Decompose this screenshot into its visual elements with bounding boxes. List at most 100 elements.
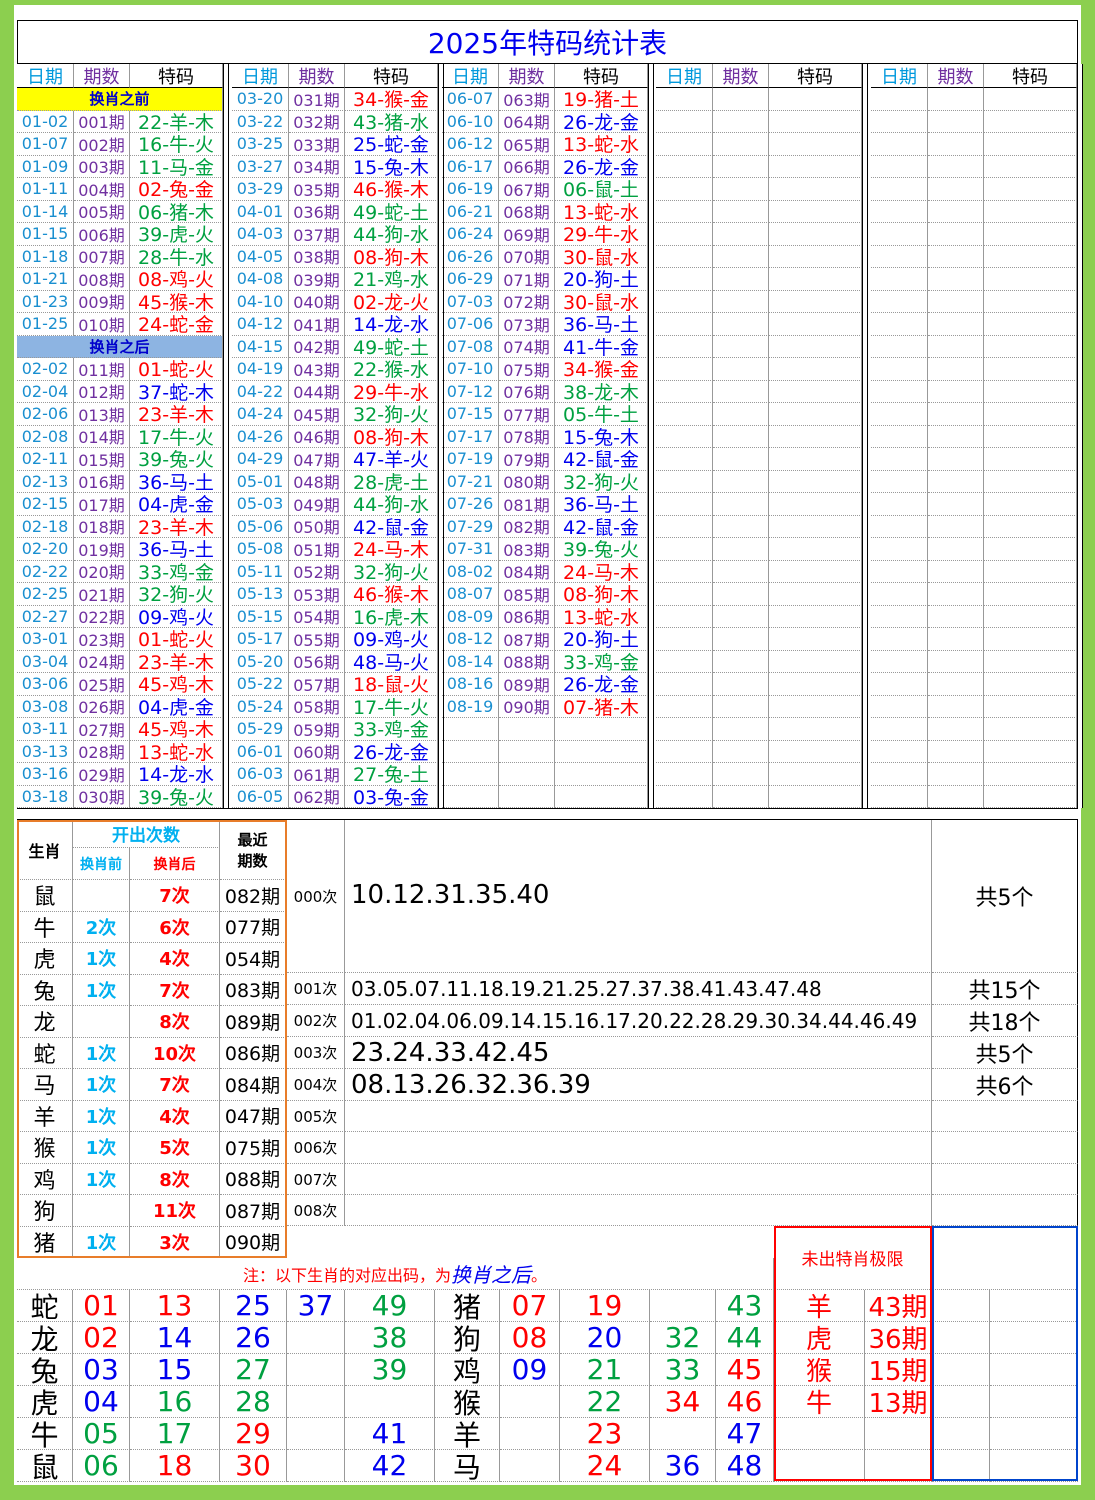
draw-period: 028期 [74, 740, 130, 763]
empty-cell [656, 605, 713, 628]
draw-date: 07-03 [442, 290, 499, 313]
count-after: 4次 [130, 943, 220, 975]
note: 注：以下生肖的对应出码，为 换肖之后。 [17, 1258, 774, 1290]
grid-number: 22 [560, 1386, 650, 1418]
empty-cell [928, 560, 984, 583]
grid-number: 04 [73, 1386, 130, 1418]
empty-cell [928, 133, 984, 156]
empty-cell [769, 538, 862, 561]
draw-date: 03-25 [232, 133, 289, 156]
draw-period: 086期 [499, 605, 555, 628]
draw-period: 009期 [74, 290, 130, 313]
group-divider [862, 64, 868, 808]
grid-number: 23 [560, 1418, 650, 1450]
draw-period: 033期 [289, 133, 345, 156]
empty-cell [984, 628, 1077, 651]
count-after: 7次 [130, 974, 220, 1006]
empty-cell [656, 425, 713, 448]
header-before: 换肖前 [73, 848, 130, 880]
miss-numbers: 01.02.04.06.09.14.15.16.17.20.22.28.29.3… [345, 1005, 932, 1037]
empty-cell [984, 538, 1077, 561]
empty-cell [656, 470, 713, 493]
grid-number: 47 [716, 1418, 774, 1450]
grid-number [287, 1354, 345, 1386]
draw-period: 080期 [499, 470, 555, 493]
draw-date: 02-13 [17, 470, 74, 493]
group-divider [1077, 64, 1083, 808]
empty-cell [656, 538, 713, 561]
empty-cell [984, 88, 1077, 111]
empty-cell [769, 223, 862, 246]
column-header: 特码 [345, 64, 438, 88]
draw-period: 073期 [499, 313, 555, 336]
draw-period: 074期 [499, 335, 555, 358]
empty-cell [871, 110, 928, 133]
empty-cell [656, 740, 713, 763]
draw-code: 29-牛-水 [555, 223, 648, 246]
empty-cell [656, 110, 713, 133]
empty-cell [984, 245, 1077, 268]
grid-number [287, 1322, 345, 1354]
empty-cell [713, 178, 769, 201]
draw-date: 03-11 [17, 718, 74, 741]
grid-number: 13 [130, 1290, 220, 1322]
miss-count: 共15个 [932, 973, 1078, 1005]
draw-date: 03-16 [17, 763, 74, 786]
draw-code: 13-蛇-水 [555, 200, 648, 223]
draw-period: 052期 [289, 560, 345, 583]
draw-code: 26-龙-金 [345, 740, 438, 763]
draw-period: 056期 [289, 650, 345, 673]
draw-period: 084期 [499, 560, 555, 583]
draw-code: 05-牛-土 [555, 403, 648, 426]
grid-number: 16 [130, 1386, 220, 1418]
empty-cell [928, 313, 984, 336]
empty-cell [713, 740, 769, 763]
empty-cell [499, 718, 555, 741]
count-after: 7次 [130, 880, 220, 912]
draw-date: 04-10 [232, 290, 289, 313]
draw-code: 20-狗-土 [555, 268, 648, 291]
empty-cell [871, 178, 928, 201]
grid-number: 34 [650, 1386, 716, 1418]
zodiac: 牛 [17, 911, 73, 943]
draw-period: 030期 [74, 785, 130, 808]
column-header: 日期 [871, 64, 928, 88]
draw-code: 30-鼠-水 [555, 290, 648, 313]
empty-cell [871, 515, 928, 538]
draw-period: 085期 [499, 583, 555, 606]
draw-period: 007期 [74, 245, 130, 268]
draw-date: 03-06 [17, 673, 74, 696]
empty-cell [769, 380, 862, 403]
grid-number: 39 [345, 1354, 435, 1386]
column-header: 日期 [656, 64, 713, 88]
empty-cell [656, 628, 713, 651]
draw-date: 07-08 [442, 335, 499, 358]
empty-cell [769, 88, 862, 111]
draw-period: 032期 [289, 110, 345, 133]
miss-count: 共5个 [932, 820, 1078, 973]
grid-zodiac: 鸡 [435, 1354, 500, 1386]
draw-date: 02-20 [17, 538, 74, 561]
draw-code: 29-牛-水 [345, 380, 438, 403]
grid-number: 45 [716, 1354, 774, 1386]
empty-cell [871, 628, 928, 651]
draw-code: 08-狗-木 [555, 583, 648, 606]
draw-period: 036期 [289, 200, 345, 223]
miss-label: 006次 [287, 1132, 345, 1164]
header-count: 开出次数 [73, 820, 220, 848]
draw-date: 07-10 [442, 358, 499, 381]
empty-cell [769, 178, 862, 201]
empty-cell [713, 133, 769, 156]
empty-cell [769, 313, 862, 336]
draw-code: 45-鸡-木 [130, 718, 223, 741]
empty-cell [656, 763, 713, 786]
draw-code: 18-鼠-火 [345, 673, 438, 696]
draw-code: 07-猪-木 [555, 695, 648, 718]
draw-date: 05-06 [232, 515, 289, 538]
header-after: 换肖后 [130, 848, 220, 880]
column-header: 期数 [74, 64, 130, 88]
count-before: 1次 [73, 974, 130, 1006]
empty-cell [871, 313, 928, 336]
draw-date: 06-03 [232, 763, 289, 786]
draw-code: 24-蛇-金 [130, 313, 223, 336]
